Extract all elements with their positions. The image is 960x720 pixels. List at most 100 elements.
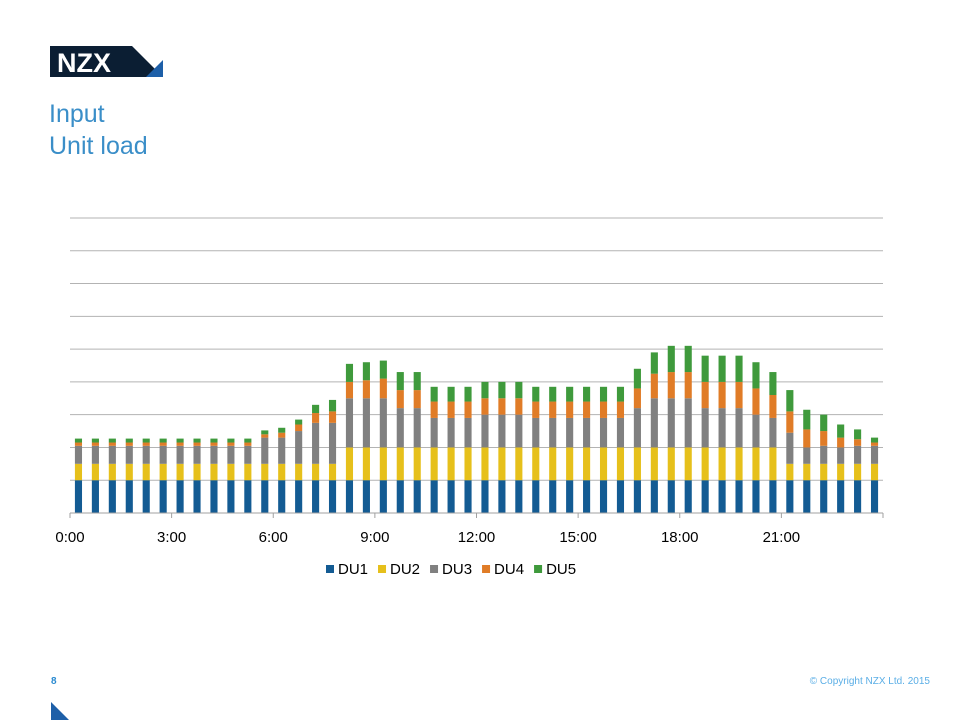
bar-du3: [74, 445, 83, 464]
legend-swatch-du4: [482, 565, 491, 573]
bar-du1: [837, 480, 845, 513]
bar-du2: [176, 463, 184, 481]
bar-du3: [125, 445, 133, 464]
bar-du4: [210, 442, 218, 446]
bar-du2: [820, 463, 828, 481]
bar-du3: [583, 417, 591, 448]
bar-du5: [430, 386, 438, 402]
bar-du1: [718, 480, 726, 513]
bar-du2: [650, 447, 658, 481]
bar-du2: [396, 447, 404, 481]
bar-du4: [820, 431, 828, 446]
bar-du5: [769, 372, 777, 395]
bar-du2: [328, 463, 337, 481]
bar-du3: [176, 445, 184, 464]
bar-du3: [328, 422, 337, 464]
bar-du3: [261, 437, 269, 464]
bar-du3: [91, 445, 99, 464]
bar-du2: [125, 463, 133, 481]
bar-du2: [684, 447, 692, 481]
bar-du5: [515, 381, 523, 399]
bar-du2: [108, 463, 116, 481]
bar-du5: [396, 372, 404, 391]
bar-du1: [583, 480, 591, 513]
bar-du5: [295, 419, 303, 425]
bar-du4: [176, 442, 184, 446]
bar-du1: [786, 480, 794, 513]
bar-du1: [295, 480, 303, 513]
bar-du4: [616, 401, 625, 418]
bar-du1: [735, 480, 743, 513]
page-title: Input: [49, 100, 105, 128]
bar-du3: [820, 445, 828, 464]
bar-du5: [244, 438, 252, 443]
bar-du4: [328, 411, 337, 423]
legend-swatch-du5: [534, 565, 543, 573]
bar-du3: [786, 432, 794, 464]
bar-du1: [142, 480, 150, 513]
bar-du2: [312, 463, 320, 481]
bar-du4: [667, 372, 675, 399]
copyright-text: © Copyright NZX Ltd. 2015: [809, 676, 930, 687]
bar-du3: [566, 417, 574, 448]
bar-du4: [193, 442, 201, 446]
bar-du5: [193, 438, 201, 443]
bar-du4: [74, 442, 83, 446]
x-tick-label: 21:00: [763, 529, 801, 546]
bar-du5: [125, 438, 133, 443]
bar-du2: [464, 447, 472, 481]
x-tick-label: 18:00: [661, 529, 699, 546]
bar-du3: [481, 414, 489, 448]
bar-du2: [667, 447, 675, 481]
bar-du3: [803, 447, 811, 464]
bar-du4: [481, 398, 489, 415]
bar-du5: [413, 372, 421, 391]
bar-du3: [735, 408, 743, 448]
bar-du2: [599, 447, 608, 481]
x-tick-label: 3:00: [157, 529, 186, 546]
bar-du3: [684, 398, 692, 448]
bar-du5: [786, 390, 794, 412]
bar-du4: [854, 439, 862, 446]
bar-du4: [769, 395, 777, 418]
bar-du2: [74, 463, 83, 481]
bar-du5: [261, 430, 269, 435]
bar-du3: [396, 408, 404, 448]
bar-du4: [413, 390, 421, 409]
bar-du1: [870, 480, 879, 513]
bar-du3: [142, 445, 150, 464]
bar-du2: [854, 463, 862, 481]
bar-du1: [210, 480, 218, 513]
bar-du5: [345, 363, 354, 382]
bar-du3: [837, 447, 845, 464]
bar-du4: [447, 401, 455, 418]
bar-du1: [396, 480, 404, 513]
bar-du1: [464, 480, 472, 513]
bar-du5: [667, 345, 675, 373]
bar-du4: [599, 401, 608, 418]
bar-du2: [142, 463, 150, 481]
bar-du1: [498, 480, 506, 513]
bar-du5: [312, 404, 320, 414]
bar-du5: [91, 438, 99, 443]
bar-du3: [701, 408, 709, 448]
bar-du5: [718, 355, 726, 382]
bar-du5: [362, 362, 370, 381]
bar-du5: [210, 438, 218, 443]
bar-du4: [464, 401, 472, 418]
legend-label-du1: DU1: [338, 561, 368, 578]
legend-label-du4: DU4: [494, 561, 524, 578]
bar-du5: [142, 438, 150, 443]
bar-du5: [650, 352, 658, 374]
bar-du2: [616, 447, 625, 481]
bar-du1: [74, 480, 83, 513]
bar-du1: [566, 480, 574, 513]
x-tick-label: 9:00: [360, 529, 389, 546]
bar-du1: [820, 480, 828, 513]
bar-du3: [345, 398, 354, 448]
bar-du2: [210, 463, 218, 481]
bar-du2: [481, 447, 489, 481]
bar-du2: [345, 447, 354, 481]
bar-du3: [430, 417, 438, 448]
bar-du1: [193, 480, 201, 513]
